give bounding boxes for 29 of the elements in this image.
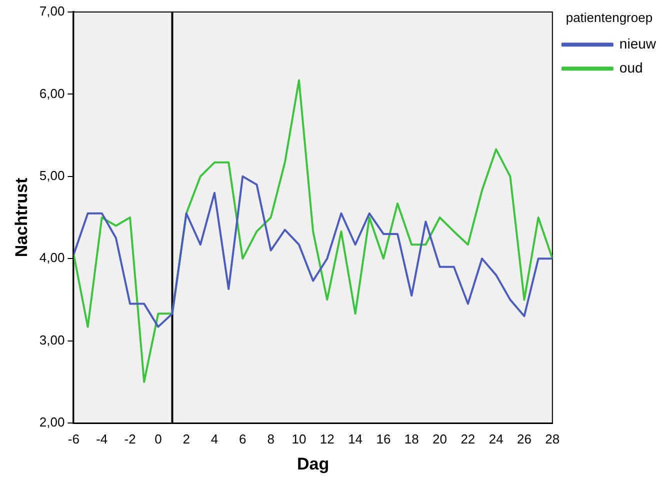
- x-tick-label: 6: [239, 431, 246, 446]
- x-tick-label: 20: [432, 431, 448, 446]
- x-tick-label: -2: [124, 431, 136, 446]
- x-axis-title: Dag: [297, 454, 330, 474]
- x-tick-label: 10: [292, 431, 306, 446]
- y-tick-label: 7,00: [39, 4, 65, 19]
- y-tick-label: 6,00: [39, 86, 65, 101]
- x-tick-label: 24: [488, 431, 504, 446]
- y-tick-label: 2,00: [39, 414, 65, 430]
- x-tick-label: 18: [404, 431, 419, 446]
- x-tick-label: 28: [545, 431, 560, 446]
- x-tick-label: 2: [182, 431, 190, 446]
- x-tick-label: 26: [517, 431, 532, 446]
- x-tick-label: 4: [210, 431, 218, 446]
- x-tick-label: 12: [320, 431, 334, 446]
- x-tick-label: -6: [68, 431, 80, 446]
- y-tick-label: 4,00: [39, 250, 65, 266]
- x-tick-label: 16: [376, 431, 391, 446]
- y-axis-title: Nachtrust: [12, 177, 31, 258]
- legend-label: oud: [619, 59, 643, 76]
- y-tick-label: 5,00: [39, 168, 65, 183]
- legend-label: nieuw: [619, 35, 657, 52]
- x-tick-label: 0: [154, 431, 162, 446]
- y-tick-label: 3,00: [39, 332, 65, 348]
- x-tick-label: 14: [348, 431, 363, 446]
- legend-title: patientengroep: [566, 10, 653, 26]
- x-tick-label: 8: [267, 431, 274, 446]
- x-tick-label: 22: [460, 431, 476, 446]
- x-tick-label: -4: [96, 431, 108, 446]
